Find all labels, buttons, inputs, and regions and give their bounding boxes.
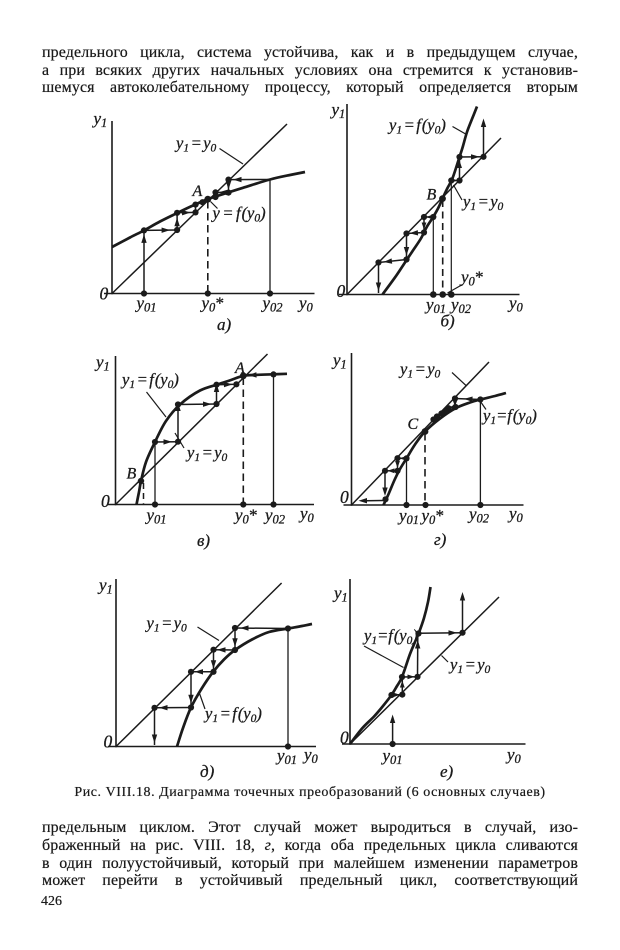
svg-text:C: C [408, 416, 419, 433]
svg-text:y1: y1 [94, 353, 110, 374]
svg-text:0: 0 [100, 284, 109, 304]
svg-text:y1=f(y0): y1=f(y0) [481, 406, 537, 427]
svg-text:A: A [234, 360, 245, 377]
svg-text:0: 0 [104, 732, 113, 752]
svg-text:y01: y01 [381, 746, 403, 767]
svg-text:y0: y0 [507, 504, 524, 525]
svg-text:y1=y0: y1=y0 [185, 443, 228, 464]
svg-text:в): в) [197, 531, 210, 550]
svg-text:y02: y02 [263, 506, 285, 527]
svg-text:y1=y0: y1=y0 [398, 360, 441, 381]
svg-text:0: 0 [340, 487, 349, 507]
svg-text:y1=f(y0): y1=f(y0) [387, 116, 446, 137]
svg-text:y0*: y0* [233, 506, 257, 527]
svg-text:y0: y0 [297, 294, 314, 315]
svg-text:y02: y02 [261, 294, 283, 315]
svg-text:y0*: y0* [420, 506, 444, 527]
svg-text:y1: y1 [97, 576, 113, 597]
svg-text:y1=y0: y1=y0 [448, 655, 491, 676]
svg-text:y1: y1 [332, 584, 348, 605]
svg-text:y1=f(y0): y1=f(y0) [120, 370, 179, 391]
svg-text:B: B [127, 466, 137, 483]
svg-text:y0*: y0* [200, 294, 224, 315]
svg-text:y1=f(y0): y1=f(y0) [203, 704, 262, 725]
svg-text:а): а) [217, 315, 232, 334]
svg-text:0: 0 [337, 281, 346, 301]
svg-text:г): г) [434, 530, 447, 549]
svg-text:y0: y0 [302, 745, 319, 766]
svg-text:y1: y1 [330, 100, 346, 121]
svg-text:y01: y01 [145, 506, 167, 527]
svg-text:y0: y0 [298, 504, 315, 525]
svg-text:д): д) [200, 762, 215, 781]
svg-text:y1=y0: y1=y0 [174, 134, 217, 155]
svg-text:y0: y0 [507, 294, 524, 315]
svg-text:y1: y1 [331, 351, 347, 372]
svg-text:B: B [427, 187, 437, 204]
svg-text:е): е) [440, 762, 454, 781]
svg-text:y=f(y0): y = f(y0) [211, 204, 266, 225]
svg-text:y01: y01 [135, 294, 157, 315]
svg-text:б): б) [441, 312, 456, 331]
svg-text:y02: y02 [467, 505, 489, 526]
svg-text:A: A [192, 183, 203, 200]
svg-text:y01: y01 [275, 746, 297, 767]
svg-text:y1: y1 [92, 109, 108, 130]
svg-text:y01: y01 [397, 506, 419, 527]
svg-text:y1=y0: y1=y0 [461, 192, 504, 213]
svg-text:y1=y0: y1=y0 [145, 614, 188, 635]
svg-text:0: 0 [340, 728, 349, 748]
svg-text:0: 0 [101, 491, 110, 511]
svg-text:y0: y0 [505, 745, 522, 766]
svg-text:y0*: y0* [459, 268, 483, 289]
svg-text:y1=f(y0): y1=f(y0) [362, 626, 418, 647]
